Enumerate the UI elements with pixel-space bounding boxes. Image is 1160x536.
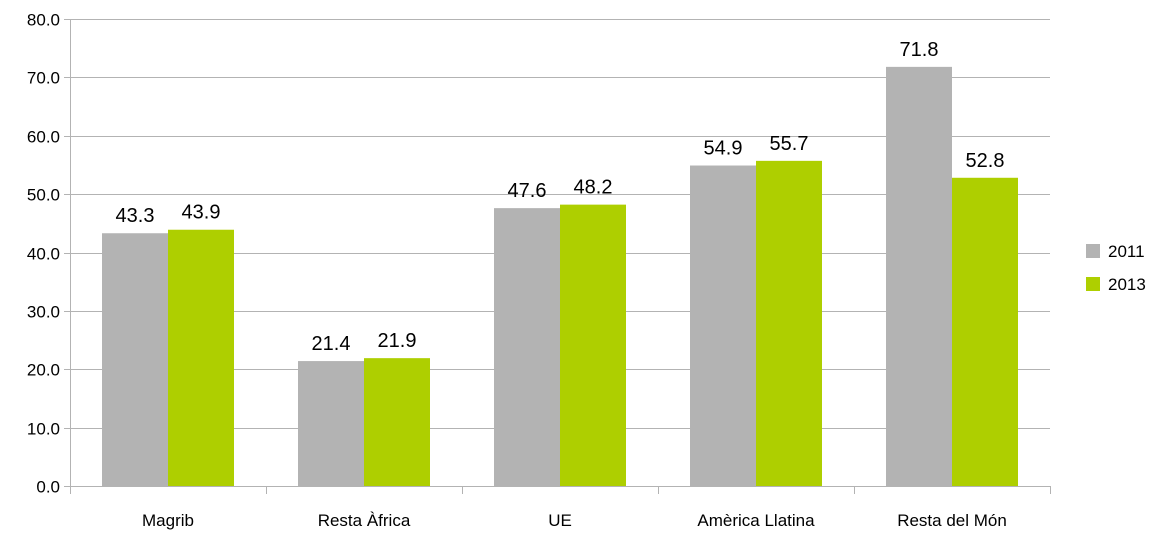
- legend-swatch-2011: [1086, 244, 1100, 258]
- bar-2011: [886, 66, 952, 487]
- bar-2013: [952, 177, 1018, 486]
- category-label: UE: [548, 511, 572, 530]
- category-label: Magrib: [142, 511, 194, 530]
- category-label: Resta del Món: [897, 511, 1007, 530]
- y-tick-label: 80.0: [27, 11, 60, 30]
- legend-swatch-2013: [1086, 277, 1100, 291]
- category-label: Amèrica Llatina: [697, 511, 815, 530]
- bar-2013: [560, 204, 626, 486]
- y-tick-label: 60.0: [27, 128, 60, 147]
- bar-2011: [690, 165, 756, 487]
- data-label: 54.9: [704, 138, 743, 160]
- bars: [102, 66, 1018, 487]
- legend-label: 2013: [1108, 275, 1146, 294]
- bar-2013: [756, 160, 822, 486]
- y-tick-label: 70.0: [27, 69, 60, 88]
- y-tick-label: 0.0: [36, 478, 60, 497]
- bar-2013: [364, 358, 430, 486]
- data-label: 55.7: [770, 133, 809, 155]
- legend-label: 2011: [1108, 242, 1145, 261]
- y-tick-label: 30.0: [27, 303, 60, 322]
- y-tick-label: 40.0: [27, 245, 60, 264]
- data-label: 71.8: [900, 39, 939, 61]
- axes: 0.0 10.0 20.0 30.0 40.0 50.0 60.0 70.0 80.0 Magri…: [27, 11, 1051, 530]
- bar-2011: [494, 208, 560, 486]
- legend: 2011 2013: [1086, 242, 1146, 294]
- data-label: 21.4: [312, 333, 351, 355]
- data-label: 47.6: [508, 180, 547, 202]
- bar-2013: [168, 229, 234, 486]
- bar-2011: [298, 361, 364, 486]
- y-tick-label: 20.0: [27, 361, 60, 380]
- data-label: 43.9: [182, 202, 221, 224]
- data-label: 43.3: [116, 205, 155, 227]
- bar-2011: [102, 233, 168, 486]
- category-label: Resta Àfrica: [318, 511, 411, 530]
- data-labels: 43.3 43.9 21.4 21.9 47.6 48.2 54.9 55.7 71.8 52.8: [116, 39, 1005, 355]
- y-tick-label: 50.0: [27, 186, 60, 205]
- data-label: 52.8: [966, 150, 1005, 172]
- y-tick-label: 10.0: [27, 420, 60, 439]
- data-label: 21.9: [378, 330, 417, 352]
- data-label: 48.2: [574, 177, 613, 199]
